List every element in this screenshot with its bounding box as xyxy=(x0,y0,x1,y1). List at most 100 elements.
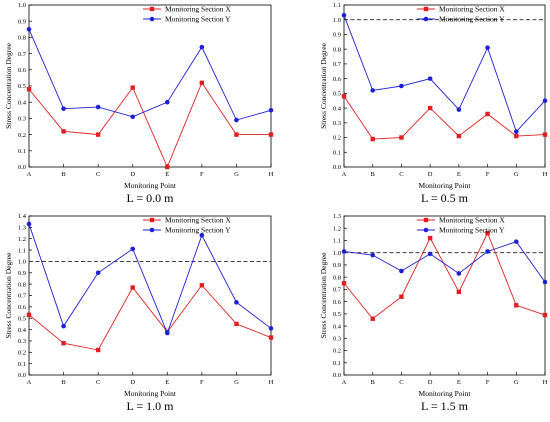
y-tick-label: 0.9 xyxy=(18,18,26,25)
data-point-x xyxy=(542,312,548,318)
plot-frame xyxy=(28,215,272,376)
y-tick-label: 0.4 xyxy=(18,327,27,334)
x-tick-label: A xyxy=(342,379,347,386)
data-point-y xyxy=(130,114,136,120)
x-tick-label: H xyxy=(269,379,274,386)
data-point-y xyxy=(268,108,274,113)
x-tick-label: E xyxy=(457,171,461,178)
legend-label: Monitoring Section X xyxy=(165,216,231,225)
y-tick-label: 0.5 xyxy=(18,83,26,90)
data-point-x xyxy=(234,321,239,327)
y-tick-label: 0.1 xyxy=(333,149,341,156)
y-tick-label: 0.9 xyxy=(18,270,26,277)
y-tick-label: 0.8 xyxy=(18,35,26,42)
x-tick-label: F xyxy=(200,171,204,178)
panel-caption: L = 1.5 m xyxy=(421,399,469,413)
legend-marker xyxy=(149,217,155,223)
data-point-y xyxy=(456,271,462,276)
data-point-x xyxy=(542,132,548,137)
data-point-y xyxy=(485,45,490,51)
y-tick-label: 1.4 xyxy=(18,213,27,220)
data-point-y xyxy=(370,88,376,93)
data-point-x xyxy=(130,85,135,90)
series-line-x xyxy=(28,81,271,169)
y-tick-label: 0.6 xyxy=(333,76,342,83)
y-tick-label: 0.3 xyxy=(18,116,26,123)
data-point-y xyxy=(399,83,404,89)
y-tick-label: 0.6 xyxy=(333,299,342,306)
x-tick-label: H xyxy=(543,379,548,386)
x-tick-label: F xyxy=(200,379,204,386)
y-tick-label: 0.8 xyxy=(333,46,341,53)
y-axis-title: Stress Concentration Degree xyxy=(319,252,328,338)
y-tick-label: 0.8 xyxy=(333,274,341,281)
x-tick-label: C xyxy=(96,379,100,386)
series-line-y xyxy=(28,29,272,121)
legend-label: Monitoring Section X xyxy=(439,216,505,225)
x-tick-label: D xyxy=(428,171,433,178)
data-point-x xyxy=(234,132,239,137)
x-tick-label: G xyxy=(234,379,239,386)
data-point-x xyxy=(26,87,32,92)
x-tick-label: B xyxy=(371,171,376,178)
data-point-x xyxy=(370,316,375,321)
y-tick-label: 1.1 xyxy=(333,238,341,245)
data-point-x xyxy=(427,105,433,111)
x-tick-label: A xyxy=(27,171,32,178)
plot-frame xyxy=(343,4,546,168)
legend-marker xyxy=(423,217,429,223)
panel-caption: L = 0.0 m xyxy=(127,191,175,205)
data-point-x xyxy=(399,135,404,140)
x-tick-label: A xyxy=(342,171,347,178)
data-point-x xyxy=(485,111,490,117)
y-tick-label: 0.4 xyxy=(333,323,342,330)
data-point-x xyxy=(370,136,375,142)
legend-marker xyxy=(423,16,429,22)
data-point-x xyxy=(95,132,101,137)
data-point-y xyxy=(234,117,239,123)
y-tick-label: 0.7 xyxy=(18,293,27,300)
legend-marker xyxy=(149,227,155,233)
data-point-y xyxy=(485,249,490,254)
x-tick-label: C xyxy=(399,379,403,386)
y-tick-label: 1.2 xyxy=(18,236,26,243)
x-axis-title: Monitoring Point xyxy=(124,181,177,190)
data-point-y xyxy=(542,98,548,104)
data-point-x xyxy=(399,294,404,299)
x-tick-label: B xyxy=(61,379,66,386)
x-axis-title: Monitoring Point xyxy=(124,389,177,398)
y-tick-label: 1.0 xyxy=(333,250,341,257)
y-tick-label: 1.0 xyxy=(18,259,26,266)
y-tick-label: 0.2 xyxy=(333,348,341,355)
data-point-x xyxy=(95,347,101,353)
x-tick-label: B xyxy=(61,171,66,178)
y-tick-label: 0.4 xyxy=(18,99,27,106)
data-point-y xyxy=(199,233,205,238)
chart-panel-1: 0.0 0.1 0.2 0.3 0.4 0.5 0.6 0.7 0.8 0.9 1.0 A B C D E F G… xyxy=(4,2,274,205)
y-tick-label: 0.3 xyxy=(333,336,341,343)
x-tick-label: G xyxy=(234,171,239,178)
legend-label: Monitoring Section Y xyxy=(165,226,231,235)
legend-label: Monitoring Section Y xyxy=(439,15,505,24)
data-point-x xyxy=(514,303,519,308)
data-point-y xyxy=(341,249,347,254)
legend-marker xyxy=(149,6,155,12)
series-line-y xyxy=(343,15,546,133)
y-tick-label: 0.7 xyxy=(18,51,27,58)
y-tick-label: 0.6 xyxy=(18,67,27,74)
y-tick-label: 1.0 xyxy=(333,17,341,24)
x-tick-label: E xyxy=(165,379,169,386)
x-tick-label: D xyxy=(428,379,433,386)
data-point-y xyxy=(268,326,274,331)
data-point-y xyxy=(61,323,66,329)
legend-marker xyxy=(423,227,429,233)
x-tick-label: C xyxy=(399,171,403,178)
data-point-x xyxy=(61,341,66,346)
x-tick-label: F xyxy=(486,171,490,178)
data-point-x xyxy=(268,132,274,137)
y-tick-label: 0.0 xyxy=(333,164,341,171)
series-line-x xyxy=(343,232,546,320)
data-point-y xyxy=(95,104,101,110)
data-point-y xyxy=(341,13,347,18)
